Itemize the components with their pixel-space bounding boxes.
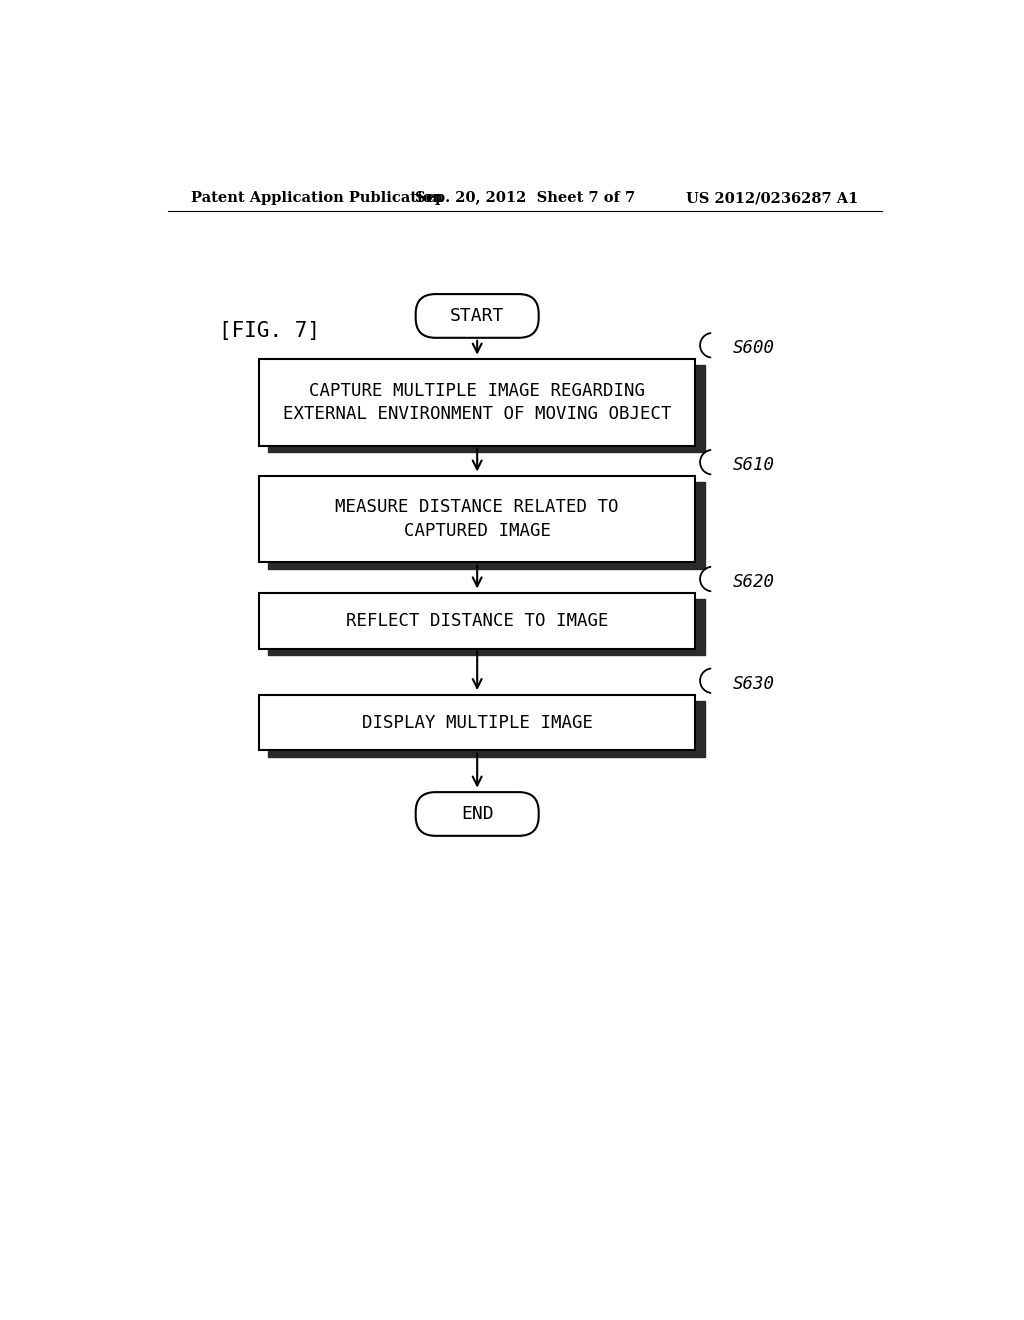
Text: S630: S630 (732, 675, 774, 693)
FancyBboxPatch shape (268, 701, 705, 756)
Text: Patent Application Publication: Patent Application Publication (191, 191, 443, 206)
Text: US 2012/0236287 A1: US 2012/0236287 A1 (686, 191, 858, 206)
Text: DISPLAY MULTIPLE IMAGE: DISPLAY MULTIPLE IMAGE (361, 714, 593, 731)
FancyBboxPatch shape (268, 482, 705, 569)
Text: END: END (461, 805, 494, 822)
Text: REFLECT DISTANCE TO IMAGE: REFLECT DISTANCE TO IMAGE (346, 612, 608, 630)
Text: S600: S600 (732, 339, 774, 358)
FancyBboxPatch shape (416, 792, 539, 836)
FancyBboxPatch shape (259, 593, 695, 649)
FancyBboxPatch shape (416, 294, 539, 338)
FancyBboxPatch shape (259, 477, 695, 562)
FancyBboxPatch shape (268, 366, 705, 451)
Text: START: START (450, 308, 505, 325)
FancyBboxPatch shape (259, 694, 695, 751)
Text: S610: S610 (732, 455, 774, 474)
FancyBboxPatch shape (268, 599, 705, 655)
Text: CAPTURE MULTIPLE IMAGE REGARDING
EXTERNAL ENVIRONMENT OF MOVING OBJECT: CAPTURE MULTIPLE IMAGE REGARDING EXTERNA… (283, 381, 672, 424)
Text: Sep. 20, 2012  Sheet 7 of 7: Sep. 20, 2012 Sheet 7 of 7 (415, 191, 635, 206)
Text: [FIG. 7]: [FIG. 7] (219, 321, 321, 341)
Text: S620: S620 (732, 573, 774, 591)
Text: MEASURE DISTANCE RELATED TO
CAPTURED IMAGE: MEASURE DISTANCE RELATED TO CAPTURED IMA… (336, 499, 618, 540)
FancyBboxPatch shape (259, 359, 695, 446)
